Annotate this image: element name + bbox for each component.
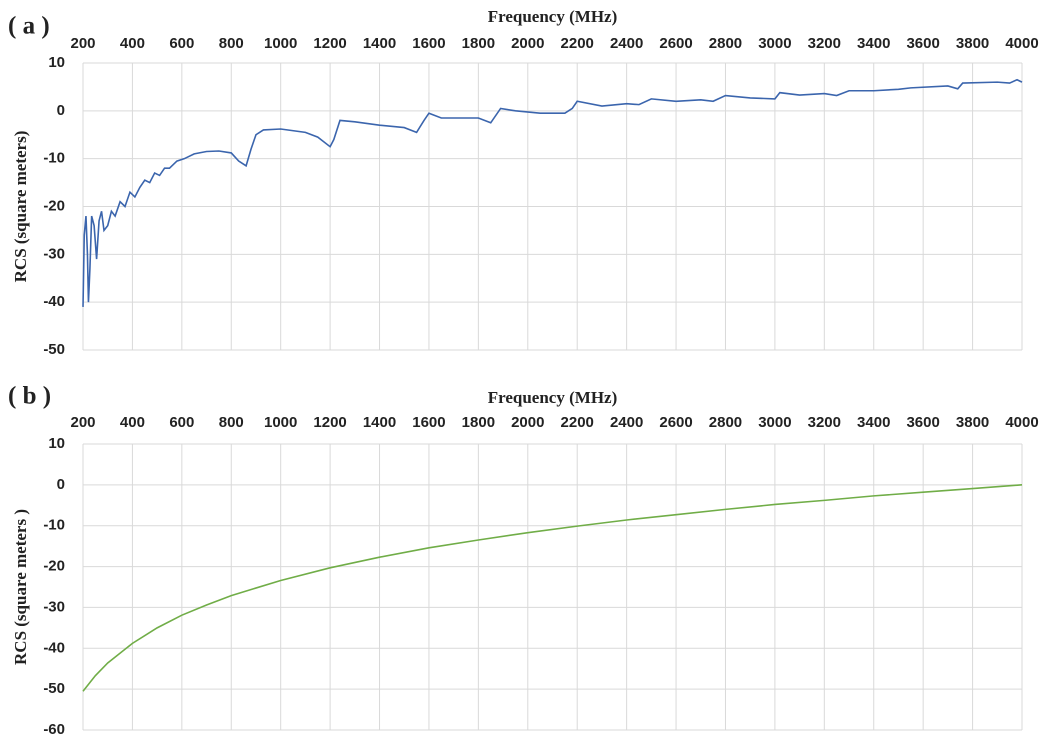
x-tick-label: 3800 [956, 35, 989, 52]
y-tick-label: -10 [43, 150, 65, 167]
x-tick-label: 1600 [412, 35, 445, 52]
x-tick-label: 3600 [906, 35, 939, 52]
x-tick-label: 3200 [808, 35, 841, 52]
y-tick-label: 10 [48, 435, 65, 452]
x-tick-label: 1800 [462, 35, 495, 52]
x-tick-label: 2400 [610, 414, 643, 431]
x-tick-label: 400 [120, 35, 145, 52]
y-tick-label: 0 [57, 102, 65, 119]
x-axis-title: Frequency (MHz) [488, 7, 618, 26]
y-tick-label: -40 [43, 293, 65, 310]
x-tick-label: 200 [70, 414, 95, 431]
panel-label: ( b ) [8, 383, 51, 410]
x-tick-label: 200 [70, 35, 95, 52]
x-tick-label: 2200 [561, 414, 594, 431]
x-tick-label: 3400 [857, 35, 890, 52]
y-tick-label: -20 [43, 197, 65, 214]
x-tick-label: 600 [169, 35, 194, 52]
x-tick-label: 1000 [264, 414, 297, 431]
x-tick-label: 2200 [561, 35, 594, 52]
x-tick-label: 4000 [1005, 35, 1038, 52]
y-tick-label: -20 [43, 558, 65, 575]
x-tick-label: 1600 [412, 414, 445, 431]
x-tick-label: 1800 [462, 414, 495, 431]
y-tick-label: -30 [43, 245, 65, 262]
y-tick-label: -50 [43, 680, 65, 697]
x-tick-label: 3400 [857, 414, 890, 431]
x-tick-label: 400 [120, 414, 145, 431]
x-tick-label: 2400 [610, 35, 643, 52]
x-tick-label: 4000 [1005, 414, 1038, 431]
panel-label: ( a ) [8, 13, 50, 40]
x-tick-label: 3000 [758, 35, 791, 52]
y-axis-title: RCS (square meters) [11, 131, 30, 283]
x-tick-label: 1000 [264, 35, 297, 52]
y-tick-label: 0 [57, 476, 65, 493]
x-axis-title: Frequency (MHz) [488, 388, 618, 407]
x-tick-label: 3000 [758, 414, 791, 431]
x-tick-label: 3600 [906, 414, 939, 431]
x-tick-label: 3800 [956, 414, 989, 431]
x-tick-label: 2000 [511, 414, 544, 431]
x-tick-label: 2600 [659, 414, 692, 431]
data-line [82, 78, 1023, 307]
x-tick-label: 800 [219, 35, 244, 52]
y-tick-label: -40 [43, 639, 65, 656]
y-tick-label: -10 [43, 517, 65, 534]
x-tick-label: 800 [219, 414, 244, 431]
x-tick-label: 600 [169, 414, 194, 431]
x-tick-label: 2800 [709, 414, 742, 431]
x-tick-label: 1400 [363, 35, 396, 52]
x-tick-label: 2000 [511, 35, 544, 52]
x-tick-label: 1400 [363, 414, 396, 431]
y-tick-label: -30 [43, 598, 65, 615]
y-axis-title: RCS (square meters ) [11, 509, 30, 665]
x-tick-label: 1200 [313, 414, 346, 431]
x-tick-label: 1200 [313, 35, 346, 52]
x-tick-label: 3200 [808, 414, 841, 431]
data-line [82, 484, 1023, 692]
y-tick-label: -50 [43, 341, 65, 358]
y-tick-label: -60 [43, 721, 65, 738]
x-tick-label: 2600 [659, 35, 692, 52]
x-tick-label: 2800 [709, 35, 742, 52]
y-tick-label: 10 [48, 54, 65, 71]
